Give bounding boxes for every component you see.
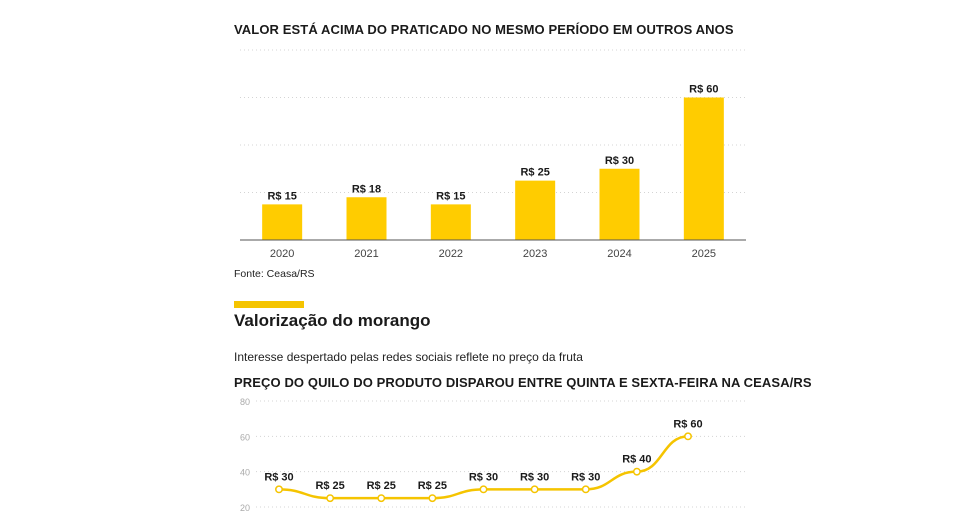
bar-value-label: R$ 15 bbox=[436, 190, 465, 202]
line-point bbox=[275, 485, 283, 494]
line-series bbox=[278, 435, 689, 500]
line-point bbox=[581, 485, 590, 494]
line-y-tick-label: 40 bbox=[240, 468, 250, 478]
line-value-label: R$ 30 bbox=[469, 471, 498, 483]
line-point bbox=[632, 467, 641, 476]
line-value-label: R$ 25 bbox=[315, 480, 344, 492]
line-value-label: R$ 30 bbox=[571, 471, 600, 483]
line-chart-title: PREÇO DO QUILO DO PRODUTO DISPAROU ENTRE… bbox=[234, 375, 812, 390]
line-point bbox=[479, 485, 488, 494]
bar bbox=[683, 97, 724, 240]
bar-value-label: R$ 25 bbox=[520, 167, 549, 179]
line-y-tick-label: 20 bbox=[240, 503, 250, 513]
line-point bbox=[684, 432, 692, 441]
bar-value-label: R$ 15 bbox=[267, 190, 296, 202]
section-subtitle: Interesse despertado pelas redes sociais… bbox=[234, 350, 583, 364]
bar-value-label: R$ 30 bbox=[605, 155, 634, 167]
bar-category-label: 2025 bbox=[692, 248, 716, 260]
bar-category-label: 2020 bbox=[270, 248, 294, 260]
bar bbox=[430, 204, 471, 240]
bar bbox=[515, 180, 556, 240]
line-value-label: R$ 30 bbox=[520, 471, 549, 483]
line-value-label: R$ 40 bbox=[622, 454, 651, 466]
bar-value-label: R$ 60 bbox=[689, 84, 718, 96]
section-heading: Valorização do morango bbox=[234, 311, 431, 330]
bar-category-label: 2023 bbox=[523, 248, 547, 260]
line-point bbox=[428, 494, 437, 503]
line-point bbox=[530, 485, 539, 494]
line-point bbox=[377, 494, 386, 503]
line-point bbox=[326, 494, 335, 503]
bar-category-label: 2021 bbox=[354, 248, 378, 260]
bar-category-label: 2024 bbox=[607, 248, 631, 260]
line-value-label: R$ 25 bbox=[367, 480, 396, 492]
bar bbox=[262, 204, 303, 240]
bar-value-label: R$ 18 bbox=[352, 183, 381, 195]
bar bbox=[346, 197, 387, 240]
line-value-label: R$ 25 bbox=[418, 480, 447, 492]
line-value-label: R$ 60 bbox=[673, 418, 702, 430]
section-accent-bar bbox=[234, 301, 304, 308]
bar-chart-source: Fonte: Ceasa/RS bbox=[234, 268, 315, 280]
bar-chart-title: VALOR ESTÁ ACIMA DO PRATICADO NO MESMO P… bbox=[234, 22, 734, 37]
line-value-label: R$ 30 bbox=[264, 471, 293, 483]
line-y-tick-label: 80 bbox=[240, 397, 250, 407]
bar-category-label: 2022 bbox=[439, 248, 463, 260]
bar bbox=[599, 168, 640, 240]
line-y-tick-label: 60 bbox=[240, 432, 250, 442]
